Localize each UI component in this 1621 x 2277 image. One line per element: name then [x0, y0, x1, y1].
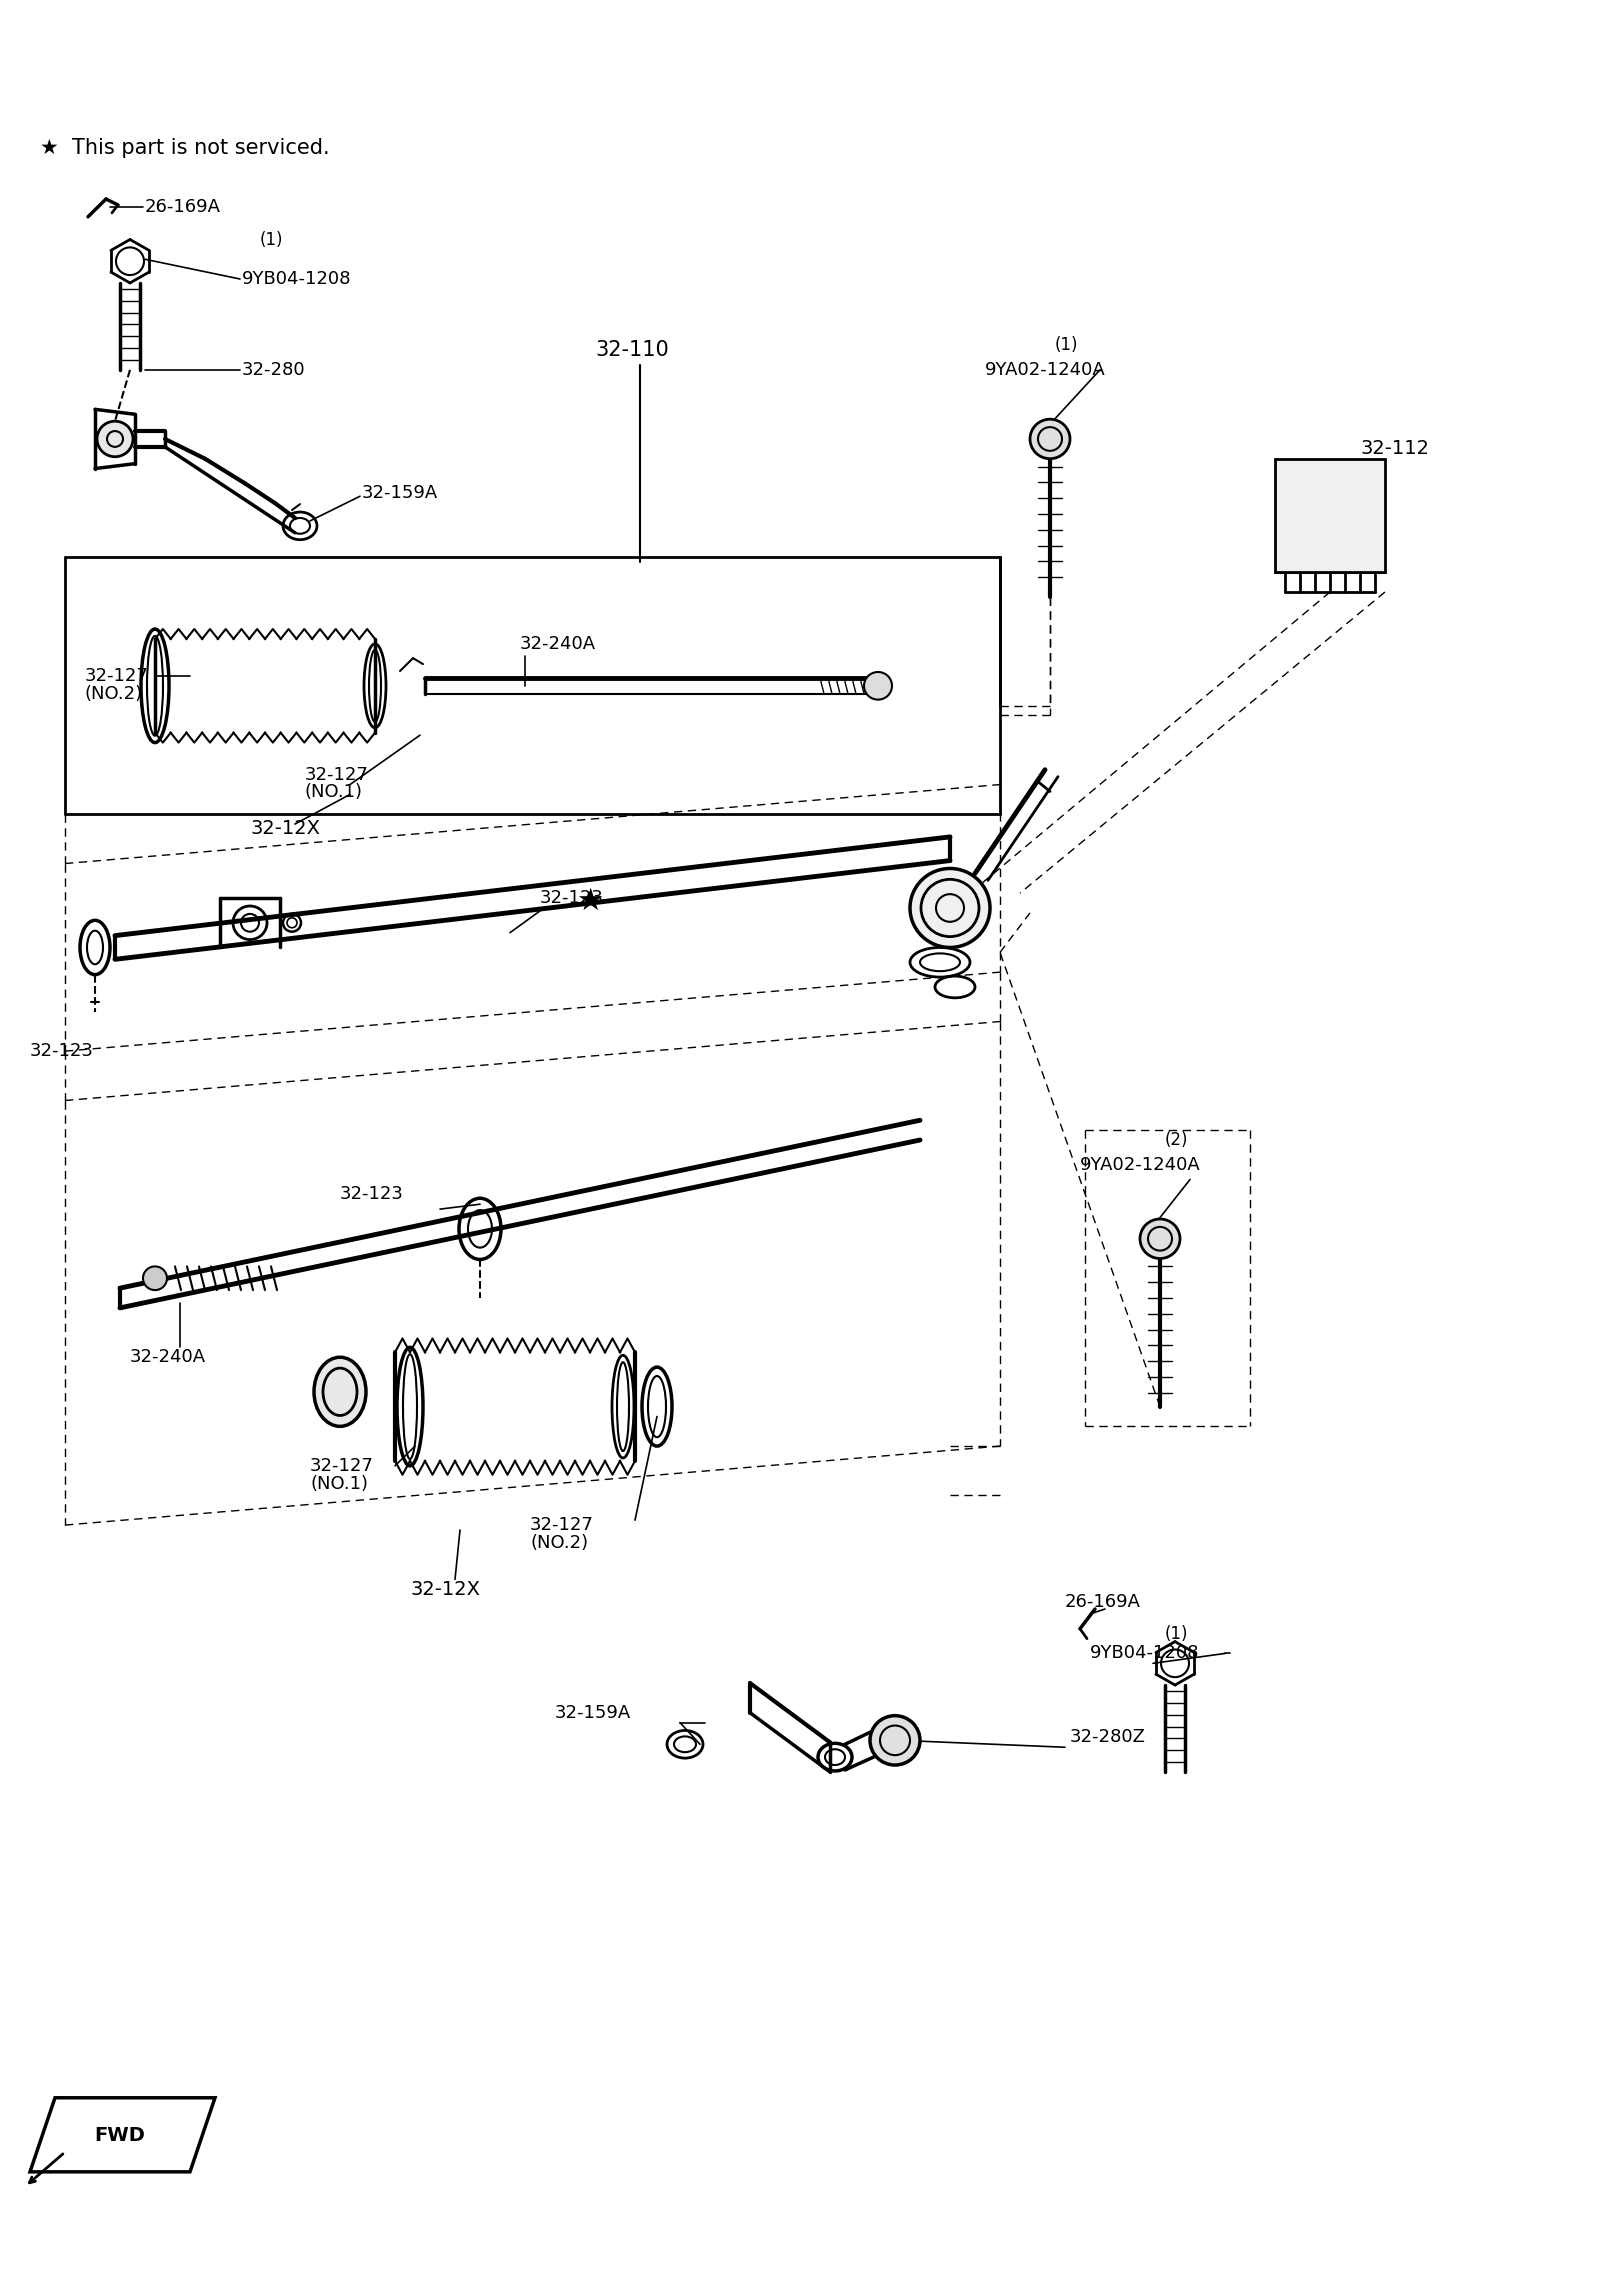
Text: 32-240A: 32-240A — [520, 635, 597, 653]
Text: FWD: FWD — [94, 2127, 146, 2145]
Text: 26-169A: 26-169A — [1065, 1594, 1141, 1612]
Text: ★: ★ — [577, 886, 603, 915]
Text: (NO.2): (NO.2) — [530, 1535, 588, 1553]
Text: 32-110: 32-110 — [595, 339, 669, 360]
Text: ★  This part is not serviced.: ★ This part is not serviced. — [41, 139, 329, 157]
Polygon shape — [1276, 458, 1384, 572]
Text: 32-12X: 32-12X — [410, 1580, 480, 1598]
Text: 32-280Z: 32-280Z — [1070, 1728, 1146, 1746]
Text: 9YA02-1240A: 9YA02-1240A — [1080, 1157, 1201, 1173]
Text: 9YA02-1240A: 9YA02-1240A — [986, 360, 1106, 378]
Circle shape — [870, 1715, 921, 1765]
Circle shape — [97, 421, 133, 458]
Text: (1): (1) — [259, 230, 284, 248]
Text: 32-123: 32-123 — [540, 888, 605, 906]
Text: 9YB04-1208: 9YB04-1208 — [1089, 1644, 1200, 1662]
Circle shape — [143, 1266, 167, 1291]
Text: (2): (2) — [1165, 1132, 1188, 1150]
Circle shape — [864, 672, 892, 699]
Text: 32-123: 32-123 — [31, 1043, 94, 1061]
Text: (NO.1): (NO.1) — [310, 1475, 368, 1494]
Text: (NO.1): (NO.1) — [305, 783, 363, 802]
Text: 32-127: 32-127 — [305, 765, 370, 783]
Text: 32-159A: 32-159A — [361, 485, 438, 503]
Text: 32-159A: 32-159A — [554, 1703, 631, 1721]
Text: 32-280: 32-280 — [242, 360, 306, 378]
Text: 26-169A: 26-169A — [144, 198, 220, 216]
Text: 9YB04-1208: 9YB04-1208 — [242, 271, 352, 287]
Text: (1): (1) — [1055, 337, 1078, 355]
Text: 32-123: 32-123 — [340, 1186, 404, 1202]
Text: (1): (1) — [1165, 1626, 1188, 1642]
Ellipse shape — [909, 868, 990, 947]
Text: 32-12X: 32-12X — [250, 820, 319, 838]
Text: (NO.2): (NO.2) — [84, 685, 143, 704]
Ellipse shape — [314, 1357, 366, 1425]
Text: 32-112: 32-112 — [1360, 439, 1430, 458]
Circle shape — [1140, 1218, 1180, 1259]
Text: 32-127: 32-127 — [84, 667, 149, 685]
Text: 32-240A: 32-240A — [130, 1348, 206, 1366]
Text: 32-127: 32-127 — [530, 1516, 593, 1535]
Text: 32-127: 32-127 — [310, 1457, 374, 1475]
Circle shape — [1029, 419, 1070, 458]
